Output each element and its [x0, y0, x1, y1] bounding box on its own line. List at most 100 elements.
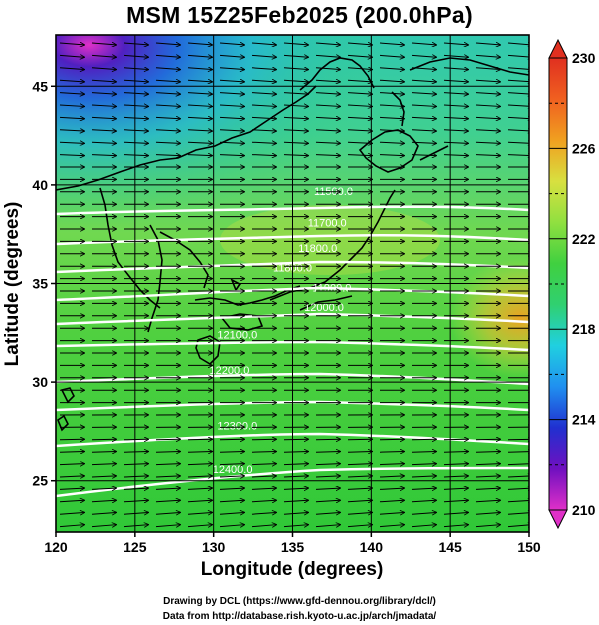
- wind-arrow: [219, 488, 244, 489]
- wind-arrow: [283, 55, 308, 57]
- wind-arrow: [315, 68, 340, 70]
- wind-arrow: [347, 68, 372, 70]
- wind-arrow: [347, 476, 372, 477]
- wind-arrow: [219, 155, 244, 156]
- wind-arrow: [411, 512, 436, 514]
- wind-arrow: [283, 93, 308, 95]
- wind-arrow: [379, 142, 404, 143]
- y-axis-ticks: 25 30 35 40 45: [32, 78, 56, 489]
- wind-arrow: [91, 130, 116, 131]
- wind-arrow: [347, 451, 372, 452]
- wind-arrow: [475, 464, 500, 465]
- wind-arrow: [283, 476, 308, 477]
- wind-arrow: [251, 68, 276, 70]
- wind-arrow: [379, 43, 404, 45]
- wind-arrow: [411, 488, 436, 489]
- wind-arrow: [155, 476, 180, 477]
- wind-arrow: [379, 439, 404, 440]
- wind-arrow: [315, 130, 340, 131]
- contour-label: 11700.0: [308, 217, 347, 229]
- wind-arrow: [315, 500, 340, 502]
- wind-arrow: [475, 105, 500, 106]
- wind-arrow: [379, 68, 404, 70]
- wind-arrow: [155, 130, 180, 131]
- wind-arrow: [379, 525, 404, 527]
- wind-arrow: [187, 55, 212, 57]
- wind-arrow: [219, 464, 244, 465]
- wind-arrow: [411, 93, 436, 95]
- wind-arrow: [219, 512, 244, 514]
- wind-arrow: [219, 55, 244, 57]
- wind-arrow: [155, 142, 180, 143]
- wind-arrow: [315, 155, 340, 156]
- wind-arrow: [443, 525, 468, 527]
- wind-arrow: [123, 93, 148, 95]
- wind-arrow: [283, 525, 308, 527]
- wind-arrow: [475, 130, 500, 131]
- wind-arrow: [123, 117, 148, 118]
- wind-arrow: [443, 93, 468, 95]
- contour-label: 11800.0: [298, 243, 337, 255]
- wind-arrow: [443, 43, 468, 45]
- wind-arrow: [315, 117, 340, 118]
- wind-arrow: [283, 500, 308, 502]
- x-tick-label: 130: [202, 539, 226, 555]
- wind-arrow: [411, 117, 436, 118]
- wind-arrow: [315, 488, 340, 489]
- contour-label: 11900.0: [312, 282, 351, 294]
- wind-arrow: [379, 476, 404, 477]
- wind-arrow: [283, 130, 308, 131]
- y-tick-label: 45: [32, 78, 48, 94]
- wind-arrow: [347, 142, 372, 143]
- wind-arrow: [315, 525, 340, 527]
- wind-arrow: [187, 68, 212, 70]
- wind-arrow: [251, 525, 276, 527]
- wind-arrow: [443, 451, 468, 452]
- colorbar-bottom-triangle: [548, 509, 568, 530]
- wind-arrow: [507, 68, 529, 70]
- wind-arrow: [411, 55, 436, 57]
- x-tick-label: 150: [517, 539, 541, 555]
- wind-arrow: [315, 105, 340, 106]
- wind-arrow: [507, 130, 529, 131]
- wind-arrow: [155, 500, 180, 502]
- wind-arrow: [155, 105, 180, 106]
- wind-arrow: [411, 525, 436, 527]
- wind-arrow: [91, 117, 116, 118]
- wind-arrow: [59, 68, 84, 70]
- wind-arrow: [59, 464, 84, 465]
- wind-arrow: [155, 117, 180, 118]
- wind-arrow: [443, 439, 468, 440]
- wind-arrow: [283, 439, 308, 440]
- wind-arrow: [123, 488, 148, 489]
- colorbar-tick-label: 218: [572, 321, 596, 337]
- wind-arrow: [59, 488, 84, 489]
- wind-arrow: [315, 464, 340, 465]
- wind-arrow: [315, 439, 340, 440]
- wind-arrow: [475, 525, 500, 527]
- wind-arrow: [443, 155, 468, 156]
- wind-arrow: [123, 80, 148, 82]
- wind-arrow: [507, 525, 529, 527]
- wind-arrow: [187, 43, 212, 45]
- wind-arrow: [123, 55, 148, 57]
- wind-arrow: [155, 80, 180, 82]
- colorbar-tick-label: 210: [572, 502, 596, 518]
- wind-arrow: [59, 55, 84, 57]
- wind-arrow: [91, 512, 116, 514]
- wind-arrow: [155, 451, 180, 452]
- wind-arrow: [251, 43, 276, 45]
- wind-arrow: [91, 464, 116, 465]
- wind-arrow: [59, 117, 84, 118]
- wind-arrow: [59, 451, 84, 452]
- wind-arrow: [251, 512, 276, 514]
- wind-arrow: [251, 105, 276, 106]
- wind-arrow: [59, 142, 84, 143]
- wind-arrow: [379, 55, 404, 57]
- wind-arrow: [59, 80, 84, 82]
- wind-arrow: [379, 93, 404, 95]
- x-tick-label: 125: [123, 539, 147, 555]
- wind-arrow: [443, 512, 468, 514]
- x-tick-label: 120: [44, 539, 68, 555]
- colorbar-tick-label: 214: [572, 412, 596, 428]
